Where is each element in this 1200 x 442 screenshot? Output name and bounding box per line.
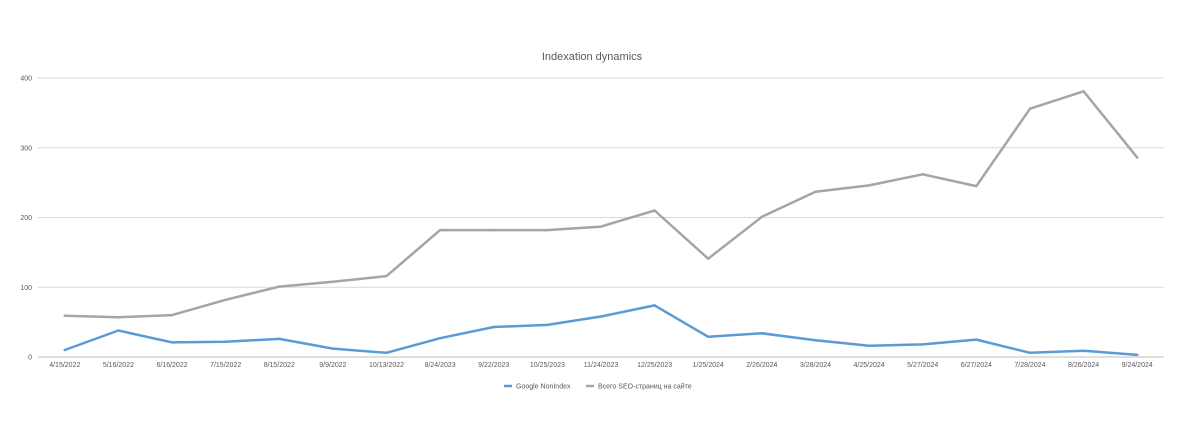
y-tick-label: 100 xyxy=(20,285,32,292)
data-point xyxy=(63,348,67,352)
x-tick-label: 8/15/2022 xyxy=(264,362,295,369)
data-point xyxy=(975,184,978,188)
data-point xyxy=(546,228,549,232)
y-tick-label: 400 xyxy=(20,76,32,83)
x-tick-label: 12/25/2023 xyxy=(637,362,672,369)
x-tick-label: 3/28/2024 xyxy=(800,362,831,369)
series-lines xyxy=(63,90,1139,357)
x-tick-label: 8/24/2023 xyxy=(425,362,456,369)
data-point xyxy=(224,340,227,343)
data-point xyxy=(278,337,281,341)
x-tick-label: 4/25/2024 xyxy=(854,362,885,369)
x-tick-label: 10/13/2022 xyxy=(369,362,404,369)
data-point xyxy=(546,323,549,327)
x-tick-label: 5/16/2022 xyxy=(103,362,134,369)
data-point xyxy=(1135,156,1139,159)
data-point xyxy=(331,280,335,283)
data-point xyxy=(117,329,120,332)
x-tick-label: 1/25/2024 xyxy=(693,362,724,369)
x-tick-label: 9/22/2023 xyxy=(478,362,509,369)
data-point xyxy=(760,215,764,219)
y-tick-label: 0 xyxy=(28,355,32,362)
data-point xyxy=(814,339,817,342)
legend-label: Google NonIndex xyxy=(516,384,571,391)
data-point xyxy=(1028,351,1032,355)
x-tick-label: 9/9/2022 xyxy=(319,362,346,369)
series-line-google-nonindex xyxy=(63,304,1139,357)
x-axis-ticks: 4/15/2022 5/16/2022 6/16/2022 7/15/2022 8/15… xyxy=(49,362,1153,369)
data-point xyxy=(707,257,710,260)
data-point xyxy=(385,351,388,355)
data-point xyxy=(385,274,388,278)
x-tick-label: 6/16/2022 xyxy=(156,362,187,369)
chart-title: Indexation dynamics xyxy=(542,51,643,63)
data-point xyxy=(117,316,120,319)
data-point xyxy=(599,315,603,318)
data-point xyxy=(1028,107,1032,110)
x-tick-label: 7/28/2024 xyxy=(1014,362,1045,369)
data-point xyxy=(867,184,871,187)
x-tick-label: 11/24/2023 xyxy=(584,362,619,369)
x-tick-label: 7/15/2022 xyxy=(210,362,241,369)
data-point xyxy=(921,343,924,346)
data-point xyxy=(814,190,817,193)
data-point xyxy=(760,332,764,335)
y-tick-label: 200 xyxy=(20,215,32,222)
legend-label: Всего SEO-страниц на сайте xyxy=(598,383,692,391)
data-point xyxy=(653,304,656,307)
data-point xyxy=(1135,353,1139,357)
data-point xyxy=(921,173,924,176)
data-point xyxy=(653,209,656,212)
x-tick-label: 6/27/2024 xyxy=(961,362,992,369)
data-point xyxy=(867,344,871,348)
data-point xyxy=(278,285,281,288)
x-tick-label: 2/26/2024 xyxy=(746,362,777,369)
gridlines xyxy=(38,77,1164,358)
y-tick-label: 300 xyxy=(20,145,32,152)
data-point xyxy=(492,325,495,329)
data-point xyxy=(1082,349,1085,352)
data-point xyxy=(707,335,710,338)
data-point xyxy=(63,314,67,318)
data-point xyxy=(492,228,495,232)
legend: Google NonIndex Всего SEO-страниц на сайт… xyxy=(504,383,692,391)
data-point xyxy=(170,341,174,344)
data-point xyxy=(224,298,227,302)
data-point xyxy=(170,313,174,317)
x-tick-label: 4/15/2022 xyxy=(49,362,80,369)
series-line-total-seo-pages xyxy=(63,90,1139,319)
data-point xyxy=(1082,90,1085,93)
y-axis-ticks: 0 100 200 300 400 xyxy=(20,76,32,362)
data-point xyxy=(599,225,603,228)
data-point xyxy=(438,228,442,232)
data-point xyxy=(975,338,978,341)
data-point xyxy=(331,347,335,350)
x-tick-label: 8/26/2024 xyxy=(1068,362,1099,369)
x-tick-label: 5/27/2024 xyxy=(907,362,938,369)
x-tick-label: 10/25/2023 xyxy=(530,362,565,369)
x-tick-label: 9/24/2024 xyxy=(1122,362,1153,369)
data-point xyxy=(438,336,442,340)
